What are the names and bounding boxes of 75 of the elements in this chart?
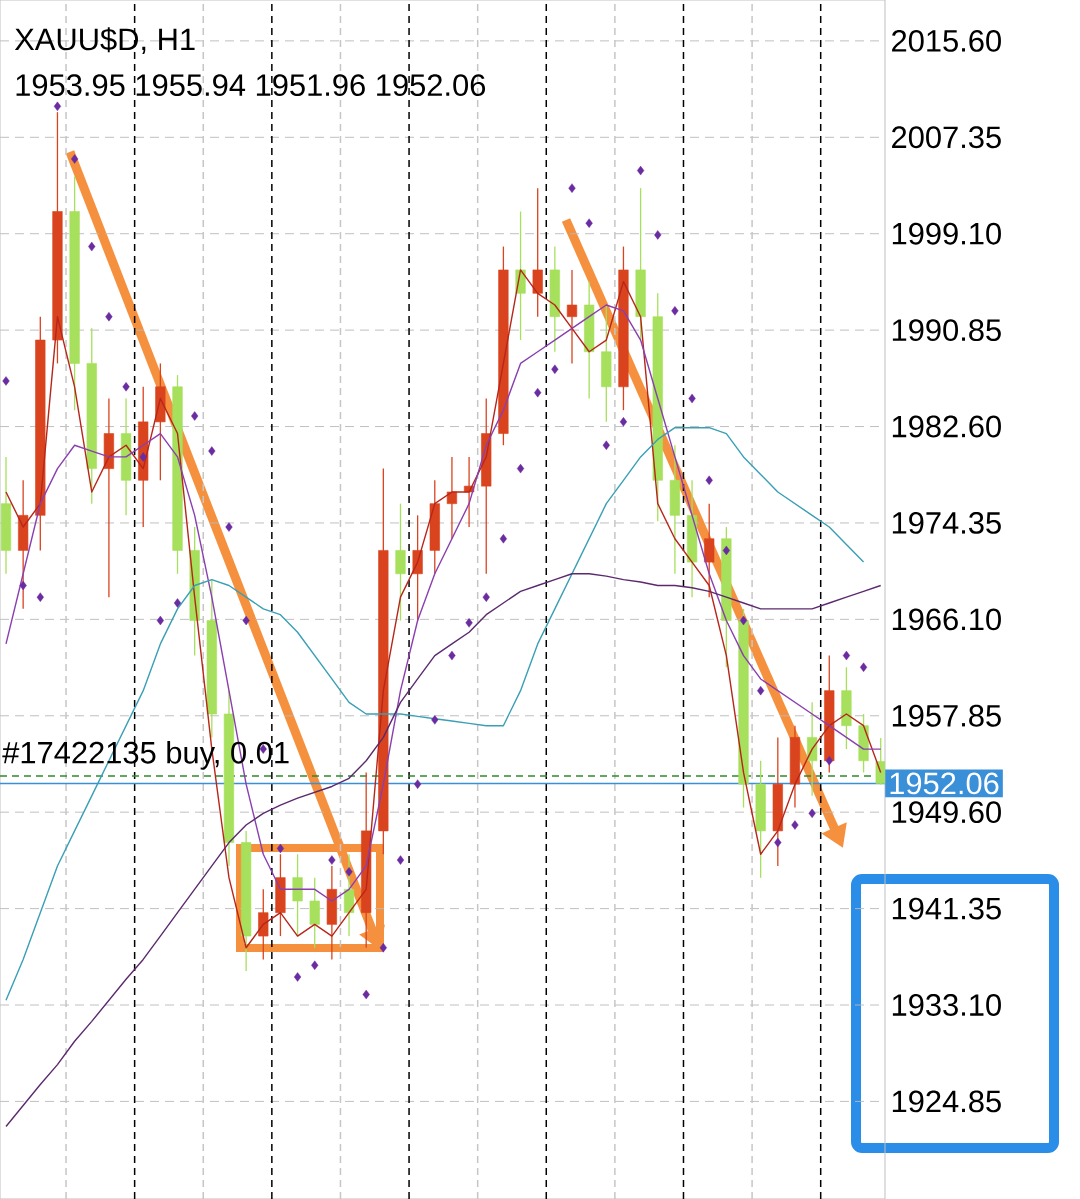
point <box>602 440 610 450</box>
point <box>482 592 490 602</box>
candlestick <box>412 514 423 622</box>
point <box>225 522 233 532</box>
y-tick-label: 1924.85 <box>892 1090 1001 1113</box>
point <box>516 463 525 474</box>
y-tick-label: 1933.10 <box>892 994 1001 1016</box>
point <box>465 618 473 628</box>
y-tick-label: 1990.85 <box>892 319 1001 342</box>
point <box>551 364 559 374</box>
point <box>671 306 679 316</box>
y-tick-label: 1957.85 <box>892 704 1001 727</box>
candlestick <box>532 187 543 318</box>
point <box>105 311 113 322</box>
point <box>362 989 370 1000</box>
point <box>654 230 662 240</box>
point <box>19 580 27 591</box>
point <box>276 843 284 854</box>
point <box>722 545 730 556</box>
candlestick <box>309 876 320 949</box>
y-tick-label: 1974.35 <box>892 512 1001 534</box>
point <box>345 867 353 877</box>
y-tick-label: 2007.35 <box>892 126 1001 149</box>
point <box>705 475 713 485</box>
point <box>71 154 79 164</box>
point <box>585 218 593 228</box>
point <box>842 650 850 661</box>
y-tick-label: 1982.60 <box>892 415 1001 438</box>
point <box>139 452 147 462</box>
point <box>36 592 44 602</box>
candlestick <box>704 503 715 598</box>
point <box>191 411 199 421</box>
y-tick-label: 1949.60 <box>892 801 1001 824</box>
candlestick <box>395 503 406 622</box>
point <box>328 855 336 865</box>
point <box>499 534 507 544</box>
point <box>396 855 405 865</box>
candlestick <box>446 456 458 540</box>
point <box>637 165 645 176</box>
candlestick <box>566 269 578 365</box>
point <box>379 943 387 953</box>
point <box>2 376 10 386</box>
point <box>414 779 422 789</box>
ref-line-label: 1952.06 <box>890 772 999 795</box>
point <box>774 837 782 848</box>
point <box>688 393 696 404</box>
point <box>156 615 164 626</box>
y-tick-label: 1941.35 <box>892 897 1001 920</box>
text: 1953.95 1955.94 1951.96 1952.06 <box>16 74 486 97</box>
candlestick <box>292 853 303 937</box>
point <box>619 417 628 427</box>
point <box>311 960 319 970</box>
point <box>739 615 748 626</box>
point <box>53 101 62 112</box>
point <box>860 662 868 672</box>
point <box>568 183 576 193</box>
candlestick <box>807 701 818 797</box>
point <box>88 241 96 252</box>
point <box>757 685 765 696</box>
point <box>534 387 542 398</box>
candlestick <box>258 888 269 961</box>
point <box>242 615 250 626</box>
point <box>431 715 439 725</box>
point <box>294 972 302 982</box>
text: XAUU$D, H1 <box>14 27 195 54</box>
point <box>208 446 216 456</box>
point <box>448 650 456 661</box>
y-tick-label: 1966.10 <box>892 608 1001 631</box>
y-tick-label: 2015.60 <box>892 29 1001 52</box>
y-tick-label: 1999.10 <box>892 222 1001 245</box>
point <box>825 756 833 766</box>
point <box>808 808 816 819</box>
point <box>173 598 182 608</box>
point <box>122 382 130 392</box>
point <box>791 820 799 830</box>
